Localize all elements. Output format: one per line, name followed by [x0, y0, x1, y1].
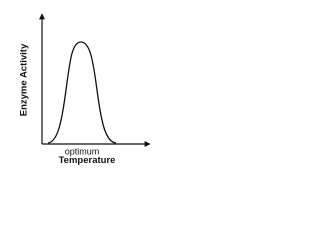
x-axis-label: Temperature	[59, 155, 116, 165]
activity-curve	[47, 41, 117, 144]
y-axis-label: Enzyme Activity	[19, 43, 30, 116]
optimum-label: optimum	[65, 146, 100, 156]
diagram: Enzyme Activity optimum Temperature	[19, 13, 151, 165]
